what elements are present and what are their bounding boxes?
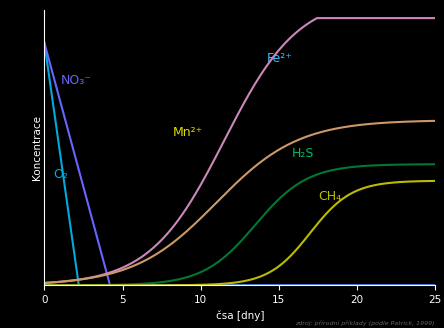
- Text: O₂: O₂: [53, 168, 68, 181]
- Text: Mn²⁺: Mn²⁺: [173, 126, 203, 139]
- Text: NO₃⁻: NO₃⁻: [61, 74, 91, 87]
- Y-axis label: Koncentrace: Koncentrace: [32, 115, 42, 180]
- X-axis label: čsa [dny]: čsa [dny]: [215, 311, 264, 321]
- Text: H₂S: H₂S: [291, 147, 314, 160]
- Text: CH₄: CH₄: [318, 190, 341, 203]
- Text: zdroj: přírodní příklady (podle Patrick, 1999): zdroj: přírodní příklady (podle Patrick,…: [296, 321, 435, 326]
- Text: Fe²⁺: Fe²⁺: [266, 52, 292, 65]
